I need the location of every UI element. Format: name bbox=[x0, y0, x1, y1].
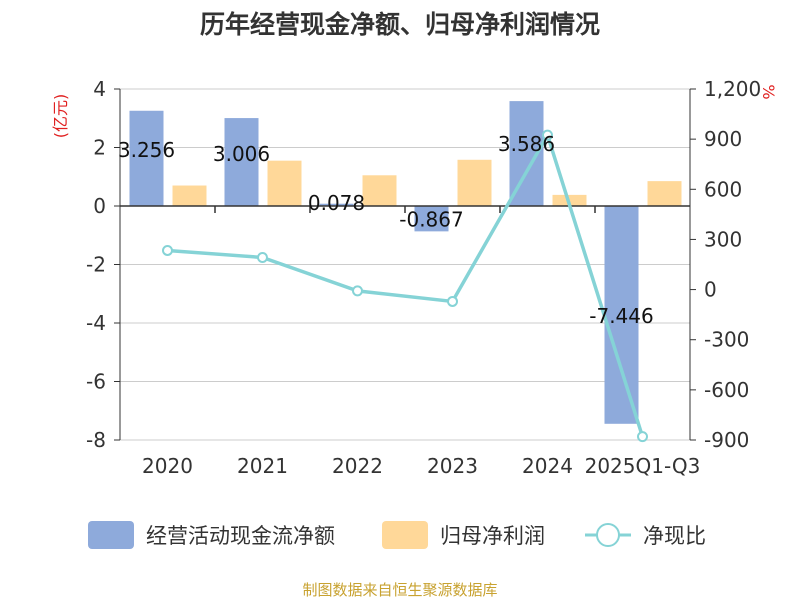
right-axis-tick-label: 0 bbox=[704, 278, 717, 302]
bars bbox=[129, 101, 682, 424]
x-axis-tick-label: 2022 bbox=[332, 454, 383, 478]
bar-data-label: -0.867 bbox=[399, 208, 463, 232]
bar bbox=[414, 206, 449, 232]
right-axis-tick-label: 300 bbox=[704, 227, 742, 251]
bar bbox=[457, 159, 492, 206]
right-axis-tick-label: 1,200 bbox=[704, 77, 761, 101]
ratio-point bbox=[162, 244, 173, 256]
bar bbox=[224, 118, 259, 206]
left-axis-unit: (亿元) bbox=[51, 94, 70, 139]
legend-label: 经营活动现金流净额 bbox=[146, 524, 335, 548]
legend: 经营活动现金流净额 归母净利润 净现比 bbox=[88, 521, 706, 549]
ratio-point bbox=[447, 295, 458, 307]
data-labels: 3.256 3.006 0.078 -0.867 3.586 -7.446 bbox=[118, 132, 654, 328]
legend-swatch bbox=[88, 521, 134, 549]
left-axis-tick-label: 4 bbox=[93, 77, 106, 101]
bar bbox=[604, 206, 639, 424]
source-note: 制图数据来自恒生聚源数据库 bbox=[302, 581, 497, 599]
right-axis-tick-label: -600 bbox=[704, 378, 749, 402]
bar bbox=[172, 185, 207, 206]
left-axis-tick-label: 0 bbox=[93, 194, 106, 218]
ratio-line-path bbox=[167, 130, 645, 438]
bar bbox=[362, 175, 397, 206]
bar-data-label: -7.446 bbox=[589, 304, 653, 328]
bar bbox=[319, 203, 354, 206]
x-axis-tick-label: 2024 bbox=[522, 454, 573, 478]
x-axis-tick-label: 2020 bbox=[142, 454, 193, 478]
legend-label: 归母净利润 bbox=[440, 524, 545, 548]
ratio-point bbox=[257, 251, 268, 263]
bar-data-label: 3.586 bbox=[498, 132, 555, 156]
bar-data-label: 3.006 bbox=[213, 142, 270, 166]
ratio-line bbox=[162, 129, 648, 443]
ratio-point bbox=[352, 285, 363, 297]
bar bbox=[129, 110, 164, 206]
bar bbox=[647, 181, 682, 206]
left-axis-tick-label: -4 bbox=[86, 311, 106, 335]
bar-data-label: 3.256 bbox=[118, 138, 175, 162]
grid-lines bbox=[120, 88, 690, 441]
x-axis-tick-label: 2023 bbox=[427, 454, 478, 478]
right-axis-tick-label: 600 bbox=[704, 177, 742, 201]
right-axis-tick-label: 900 bbox=[704, 127, 742, 151]
legend-marker bbox=[596, 523, 620, 547]
right-axis-unit: % bbox=[759, 84, 778, 99]
left-axis-tick-label: -8 bbox=[86, 428, 106, 452]
left-axis-tick-label: -2 bbox=[86, 253, 106, 277]
right-axis-tick-label: -300 bbox=[704, 328, 749, 352]
left-axis-tick-label: 2 bbox=[93, 136, 106, 160]
legend-swatch bbox=[382, 521, 428, 549]
bar bbox=[267, 160, 302, 206]
bar-data-label: 0.078 bbox=[308, 191, 365, 215]
axes: 420-2-4-6-81,2009006003000-300-600-90020… bbox=[86, 77, 761, 478]
ratio-point bbox=[542, 129, 553, 141]
x-axis-tick-label: 2025Q1-Q3 bbox=[585, 454, 701, 478]
chart-title: 历年经营现金净额、归母净利润情况 bbox=[200, 10, 600, 39]
ratio-point bbox=[637, 431, 648, 443]
left-axis-tick-label: -6 bbox=[86, 370, 106, 394]
right-axis-tick-label: -900 bbox=[704, 428, 749, 452]
legend-label: 净现比 bbox=[643, 524, 706, 548]
x-axis-tick-label: 2021 bbox=[237, 454, 288, 478]
